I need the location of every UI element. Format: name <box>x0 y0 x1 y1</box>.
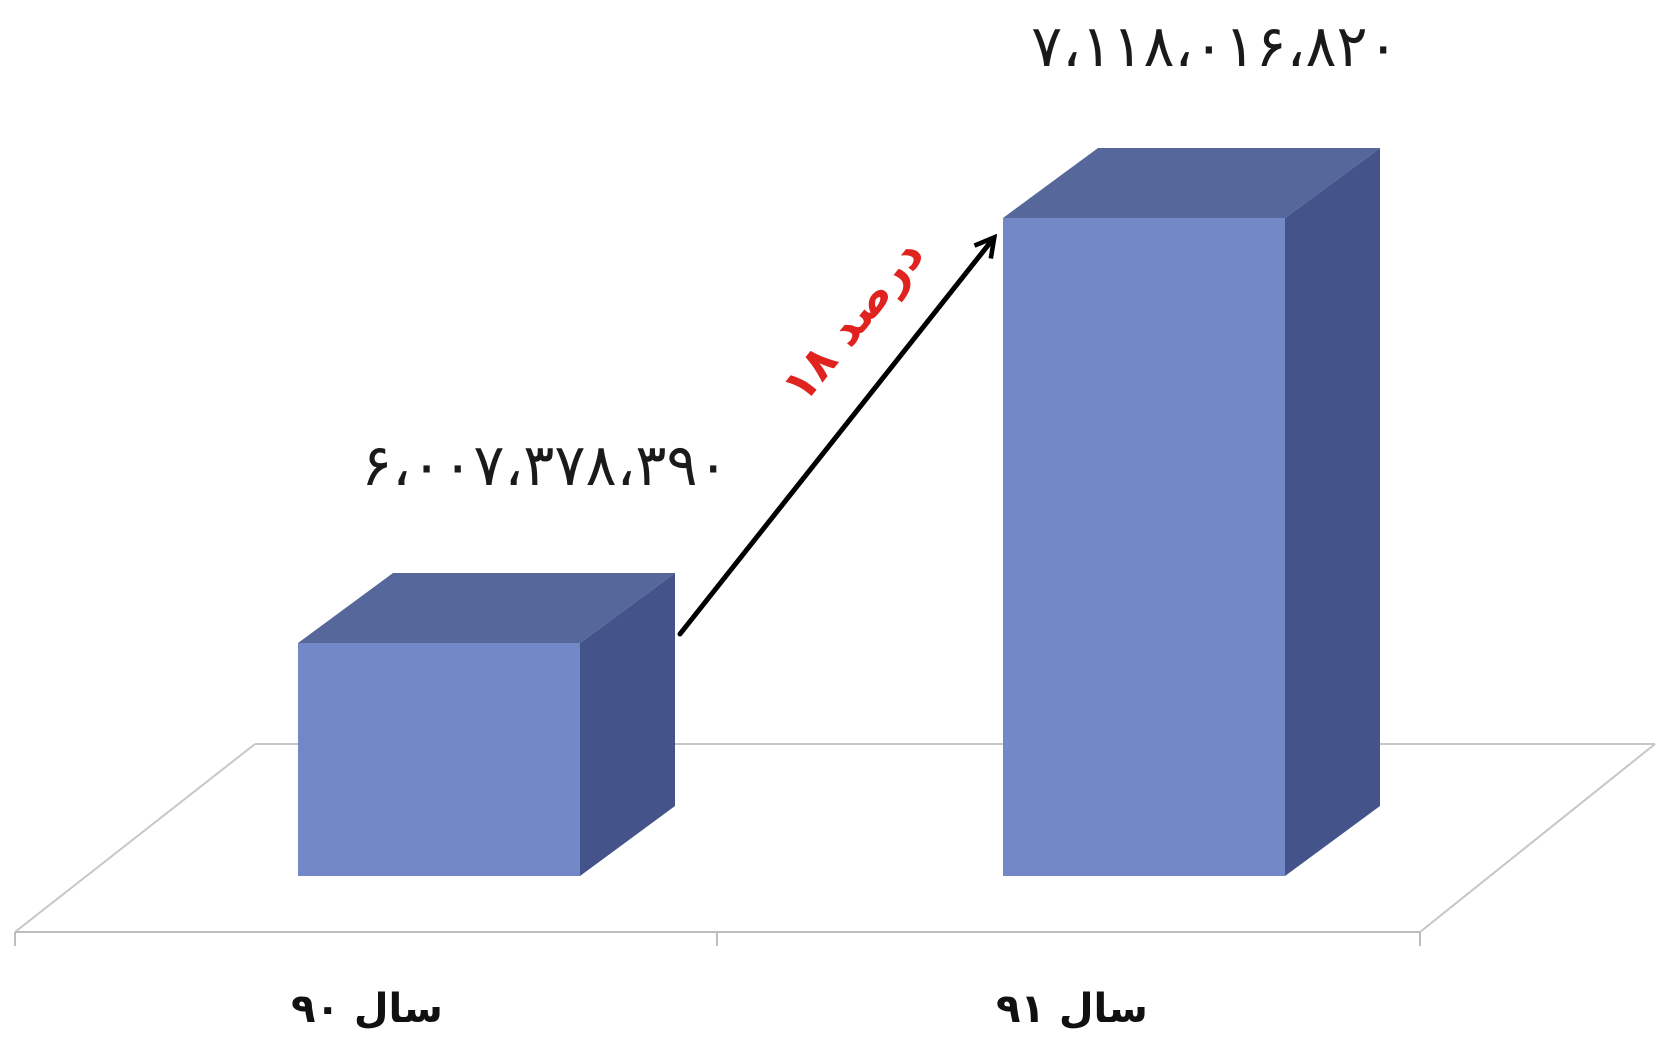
bar-top-face <box>1003 148 1380 218</box>
data-label-sal-90: ۶،۰۰۷،۳۷۸،۳۹۰ <box>361 431 729 499</box>
data-label-sal-91: ۷،۱۱۸،۰۱۶،۸۲۰ <box>1031 12 1399 80</box>
growth-arrow <box>677 239 993 637</box>
x-tick-label-sal-91: سال ۹۱ <box>996 986 1148 1032</box>
bars-group <box>298 148 1380 876</box>
bar-side-face <box>580 573 675 876</box>
bar-sal-90 <box>298 573 675 876</box>
chart-floor <box>14 743 1656 946</box>
growth-percent-annotation: ۱۸ درصد <box>771 228 935 412</box>
bar-sal-91 <box>1003 148 1380 876</box>
bar-front-face <box>1003 218 1285 876</box>
floor-left-edge <box>14 743 256 933</box>
bar-front-face <box>298 643 580 876</box>
floor-right-edge <box>1419 743 1656 933</box>
bar-side-face <box>1285 148 1380 876</box>
x-tick-label-sal-90: سال ۹۰ <box>291 986 443 1032</box>
bar-top-face <box>298 573 675 643</box>
